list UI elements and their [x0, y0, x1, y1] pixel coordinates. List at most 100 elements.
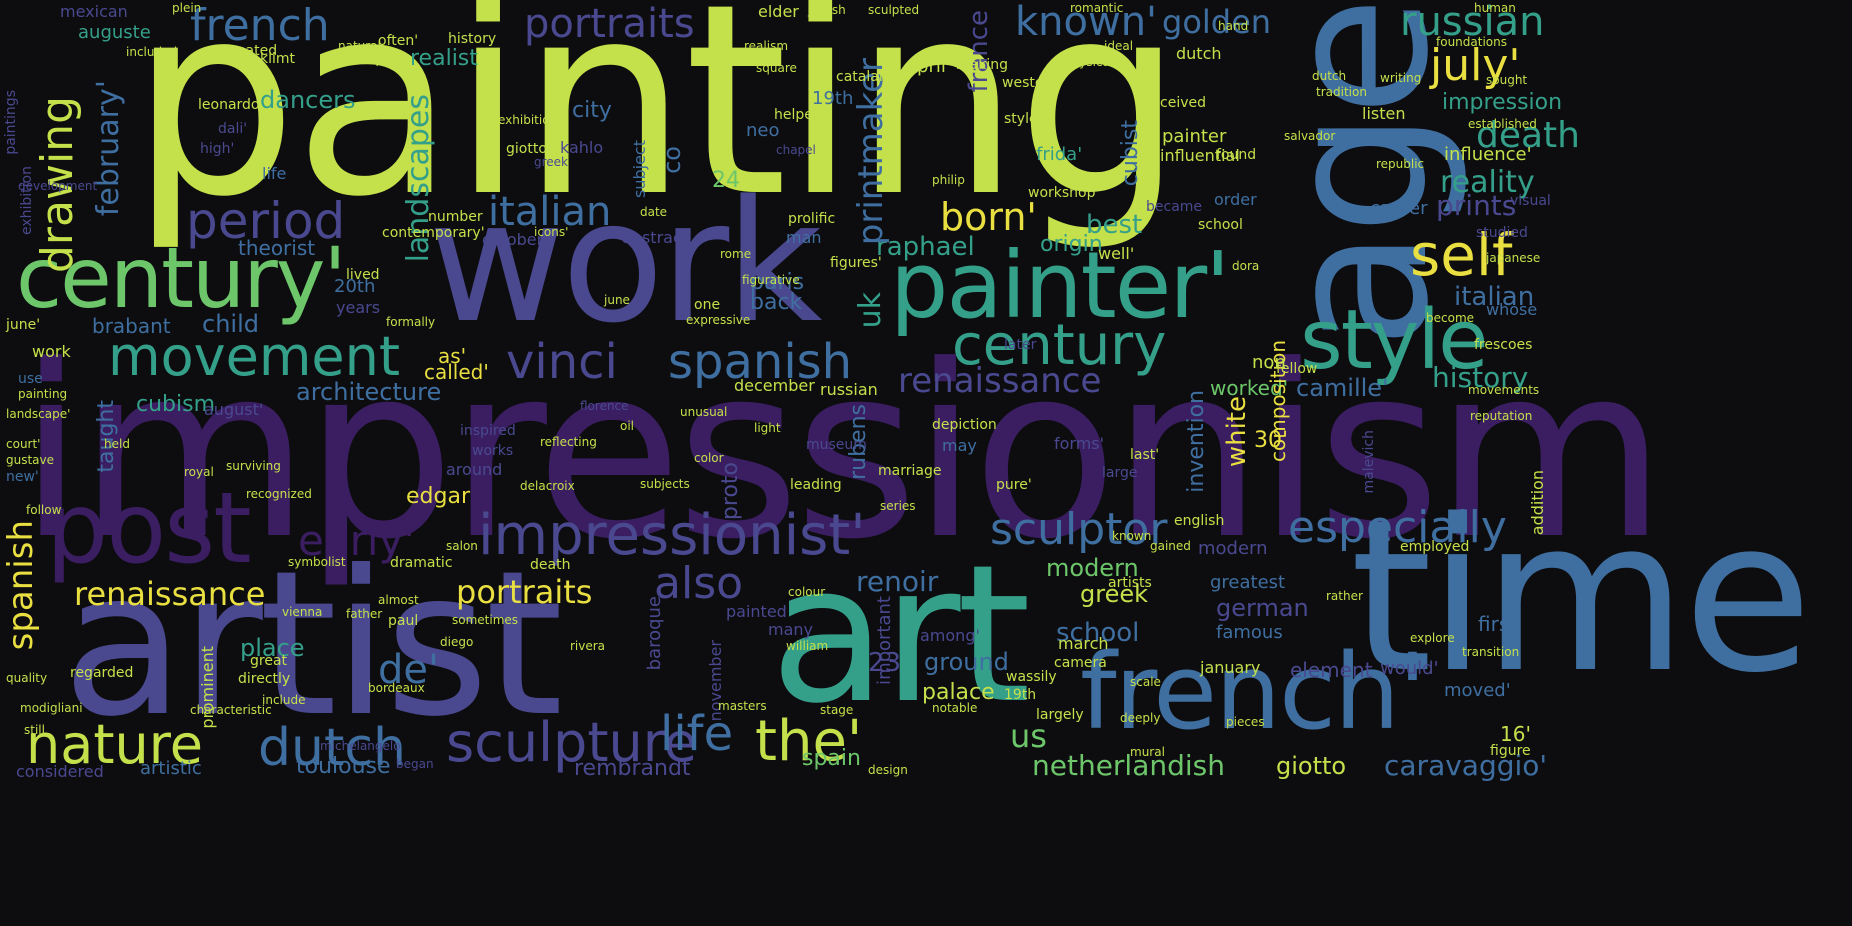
word-tiny: marriage — [878, 463, 942, 479]
word-element: element — [1290, 658, 1373, 682]
word-work-small: work — [32, 342, 71, 361]
word-artistic: artistic — [140, 758, 202, 779]
word-tiny: rather — [1326, 589, 1363, 603]
word-tiny: leonardo — [198, 97, 260, 113]
word-tiny: light — [754, 421, 781, 435]
word-time: time — [1350, 474, 1812, 719]
word-italian-1: italian — [488, 189, 612, 235]
word-renoir: renoir — [856, 565, 939, 598]
word-tiny: whose — [1486, 300, 1538, 319]
word-listen: listen — [1362, 104, 1406, 123]
word-16: 16' — [1500, 722, 1531, 746]
word-tiny: prolific — [788, 211, 836, 227]
word-among: among' — [920, 626, 980, 645]
word-museum: museum — [806, 437, 867, 453]
word-tiny: rome — [720, 247, 752, 261]
word-july: july' — [1430, 40, 1521, 91]
word-tiny: still — [24, 723, 45, 737]
word-tiny: philip — [932, 173, 965, 187]
word-tiny: subjects — [640, 477, 690, 491]
word-netherlandish: netherlandish — [1032, 749, 1226, 782]
word-tiny: recognized — [246, 487, 312, 501]
word-as: as' — [438, 344, 467, 368]
word-became: became — [1146, 199, 1203, 215]
word-dutch-1: dutch — [258, 718, 406, 778]
word-tiny: modigliani — [20, 701, 83, 715]
word-tiny: chapel — [776, 143, 816, 157]
word-michelangelo: michelangelo — [320, 739, 401, 753]
word-cubism: cubism — [136, 392, 216, 417]
word-figures: figures' — [830, 255, 882, 271]
word-period: period — [186, 192, 346, 250]
word-work: work — [428, 164, 823, 360]
word-early: early' — [298, 516, 415, 565]
word-spain: spain — [802, 746, 861, 771]
word-proto: proto — [718, 462, 743, 521]
word-tiny: dora — [1232, 259, 1260, 273]
word-tiny: figurative — [742, 273, 800, 287]
word-child: child — [202, 310, 259, 338]
word-tiny: landscape' — [6, 407, 71, 421]
word-june: june' — [6, 317, 41, 333]
word-tiny: found — [1216, 147, 1257, 163]
word-golden: golden — [1162, 3, 1272, 41]
word-history: history — [1432, 361, 1529, 394]
word-tiny: masters — [718, 699, 767, 713]
word-tiny: elder — [758, 2, 799, 21]
word-established: established — [1468, 117, 1537, 131]
word-tiny: florence — [580, 399, 629, 413]
word-tiny: almost — [378, 593, 419, 607]
word-tiny: death — [530, 557, 571, 573]
word-tiny: vienna — [282, 605, 323, 619]
word-painter: painter' — [890, 232, 1230, 339]
word-tiny: physical — [1064, 55, 1114, 69]
word-art: art — [770, 524, 1031, 745]
word-paris: paris — [750, 270, 805, 295]
word-known: known' — [1015, 0, 1158, 45]
word-dancers: dancers — [260, 86, 356, 114]
word-white: white — [1222, 396, 1252, 468]
word-renaissance-2: renaissance — [74, 575, 266, 613]
word-worked: worked' — [1210, 376, 1289, 400]
word-tiny: ideal — [1104, 39, 1134, 53]
word-tiny: frescoes — [1474, 337, 1533, 353]
word-tiny: visual — [1510, 193, 1551, 209]
word-vinci: vinci — [506, 334, 618, 390]
word-tiny: father — [346, 607, 383, 621]
word-works: works — [472, 443, 514, 459]
word-called: called' — [424, 360, 489, 384]
word-24: 24 — [712, 168, 740, 193]
word-tiny: stage — [820, 703, 854, 717]
word-tiny: one — [694, 297, 721, 313]
word-treated: treated — [226, 43, 278, 59]
word-tiny: directly — [238, 671, 291, 687]
word-tiny: dramatic — [390, 555, 453, 571]
word-tiny: abstract — [622, 228, 689, 247]
word-camille: camille' — [1296, 374, 1389, 402]
word-later: later — [1004, 337, 1037, 353]
word-movement: movement — [108, 325, 401, 388]
word-development: development — [18, 179, 98, 193]
word-invention: invention — [1184, 390, 1209, 493]
word-western: western — [1002, 75, 1058, 91]
word-tiny: jewish — [808, 3, 846, 17]
word-tiny: june — [604, 293, 630, 307]
word-life: life — [660, 706, 734, 762]
word-malevich: malevich — [1361, 430, 1377, 494]
word-spanish-1: spanish — [668, 334, 853, 390]
word-back: back — [750, 290, 803, 315]
word-ground: ground — [924, 648, 1009, 676]
word-tiny: october — [482, 230, 544, 249]
word-tiny: color — [694, 451, 724, 465]
word-began: began — [396, 757, 434, 771]
word-tiny: mural — [1130, 745, 1165, 759]
word-tiny: greek — [534, 155, 569, 169]
word-tiny: largely — [1036, 707, 1084, 723]
word-dutch-small: dutch — [1176, 44, 1222, 63]
word-giotto: giotto — [1276, 752, 1347, 780]
word-considered: considered — [16, 762, 104, 781]
word-tiny: colour — [788, 585, 826, 599]
word-theorist: theorist — [238, 236, 316, 260]
word-greatest: greatest — [1210, 572, 1286, 593]
